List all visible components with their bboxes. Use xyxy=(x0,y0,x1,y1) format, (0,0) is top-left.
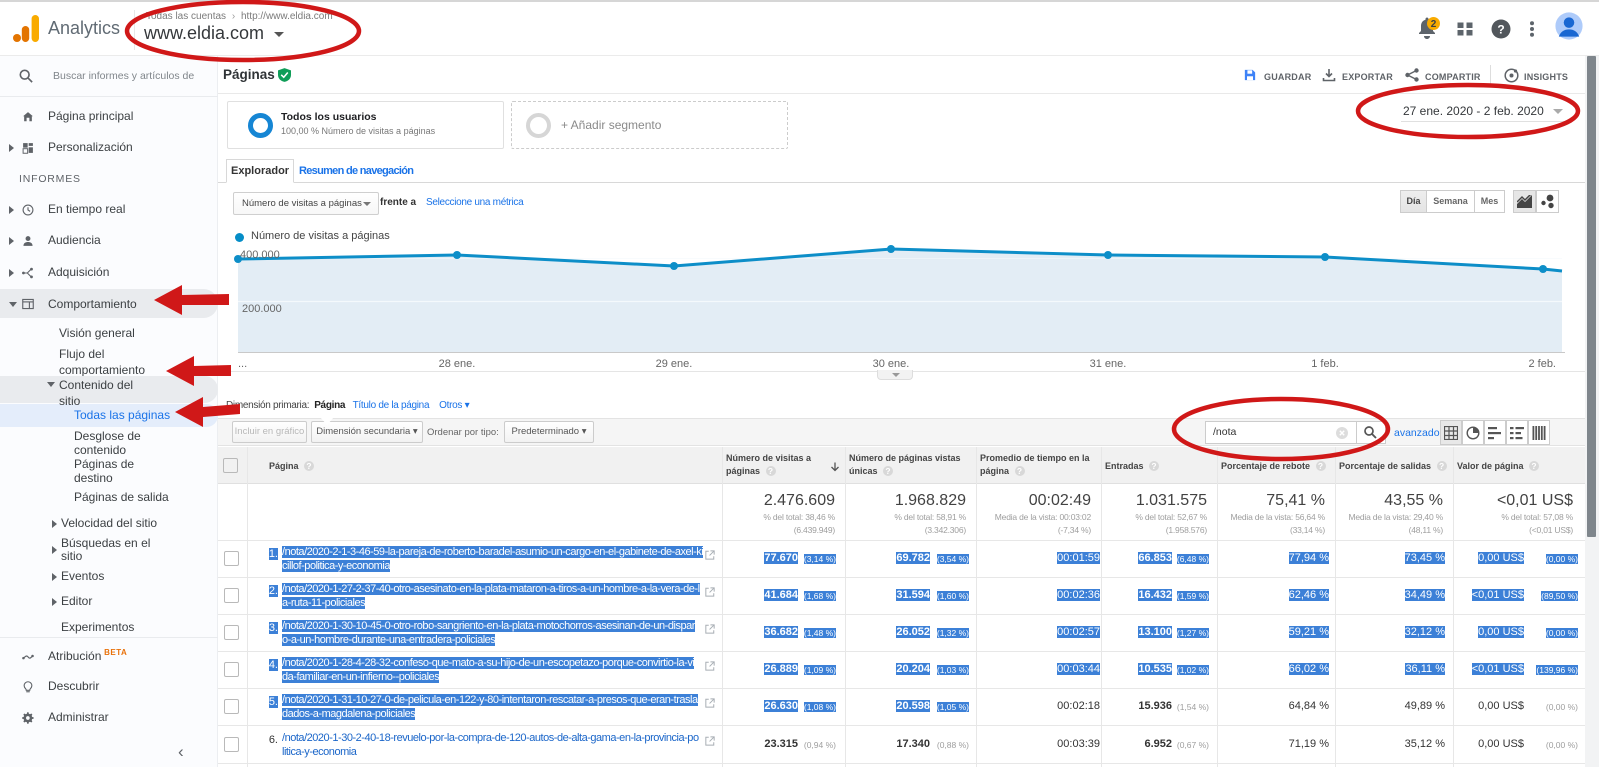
svg-text:31 ene.: 31 ene. xyxy=(1090,358,1127,370)
svg-text:200.000: 200.000 xyxy=(242,303,282,315)
svg-text:2 feb.: 2 feb. xyxy=(1528,358,1556,370)
svg-text:...: ... xyxy=(238,358,247,370)
svg-text:30 ene.: 30 ene. xyxy=(873,358,910,370)
svg-text:400.000: 400.000 xyxy=(240,249,280,261)
svg-text:28 ene.: 28 ene. xyxy=(439,358,476,370)
svg-text:29 ene.: 29 ene. xyxy=(656,358,693,370)
svg-text:2: 2 xyxy=(1431,19,1437,30)
svg-text:?: ? xyxy=(1497,23,1504,37)
svg-text:1 feb.: 1 feb. xyxy=(1311,358,1339,370)
